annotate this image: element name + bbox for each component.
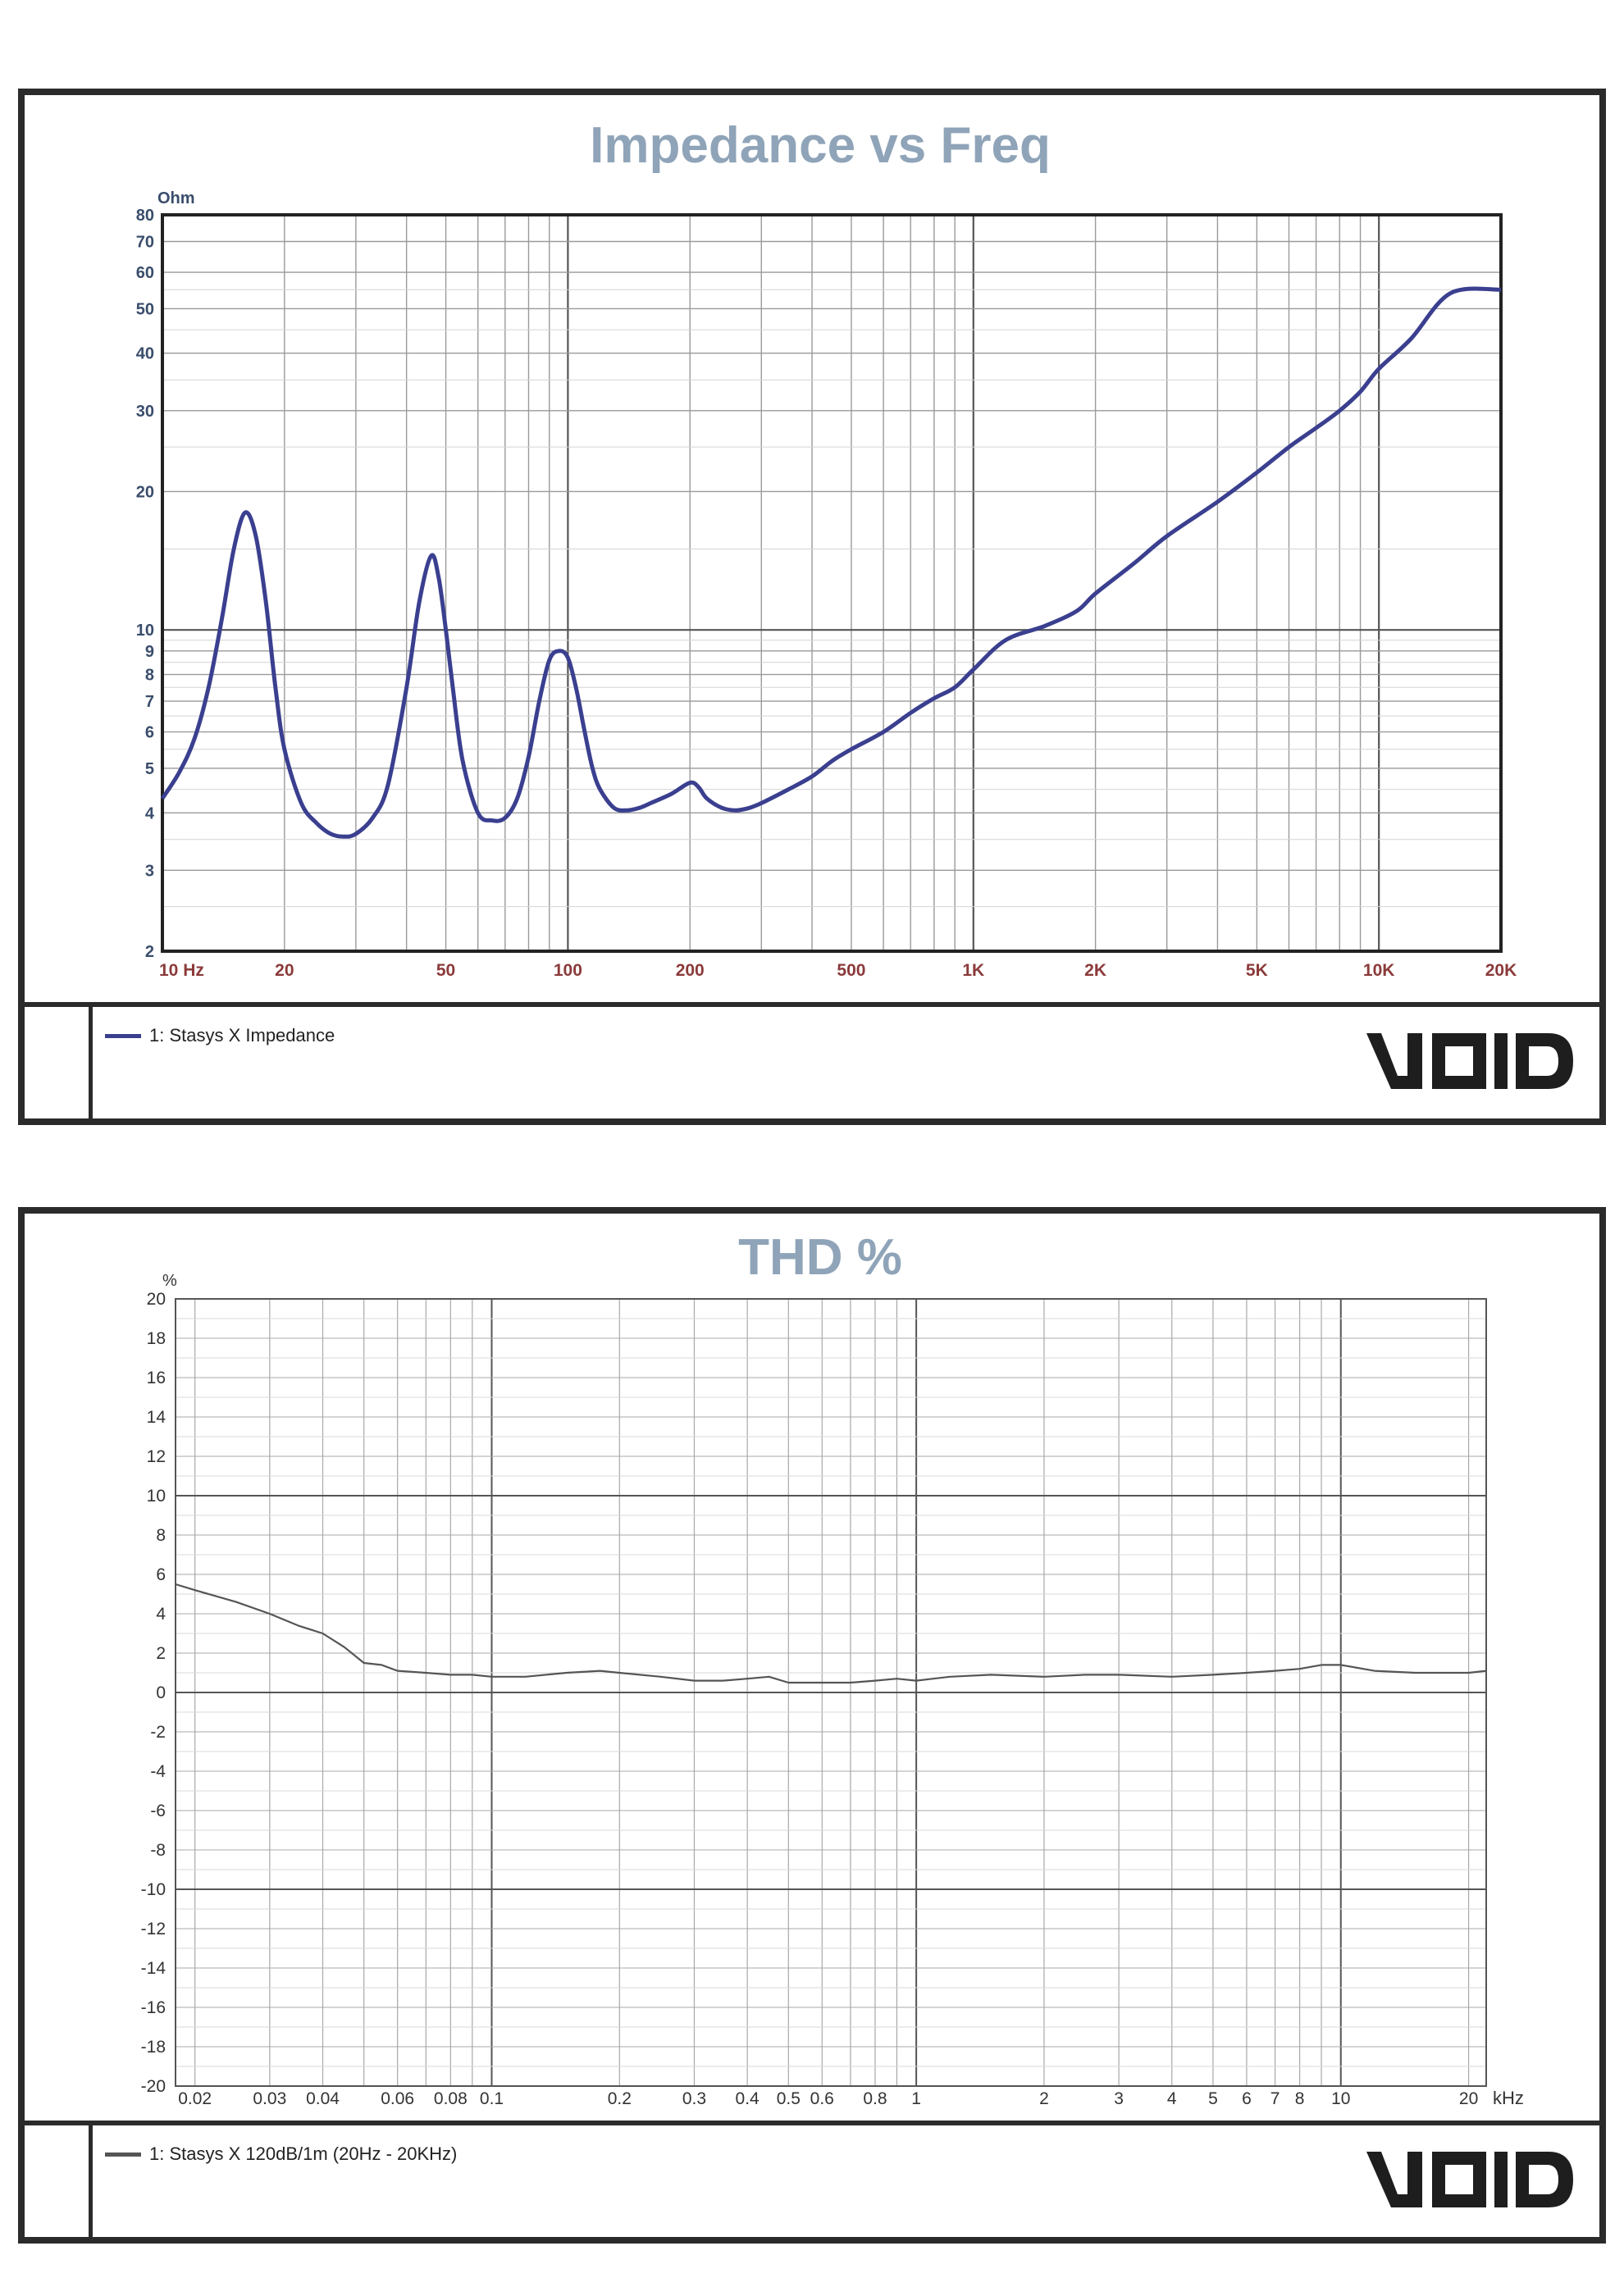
- x-tick-label: 10: [1331, 2089, 1350, 2108]
- y-tick-label: -14: [141, 1959, 167, 1978]
- grid: [161, 213, 1503, 953]
- x-tick-label: 1: [911, 2089, 921, 2108]
- legend-empty-cell: [25, 2125, 93, 2237]
- y-axis-unit-label: %: [162, 1272, 177, 1290]
- y-tick-label: 9: [145, 643, 154, 661]
- x-tick-label: 5K: [1246, 961, 1268, 980]
- y-tick-label: -10: [141, 1880, 166, 1899]
- y-tick-label: 2: [156, 1644, 166, 1663]
- legend-label: 1: Stasys X Impedance: [149, 1025, 335, 1046]
- x-tick-label: 0.02: [178, 2089, 212, 2108]
- y-tick-label: -8: [150, 1841, 166, 1860]
- x-tick-label: 0.3: [682, 2089, 706, 2108]
- y-tick-label: -6: [150, 1802, 166, 1820]
- x-tick-label: 1K: [962, 961, 984, 980]
- y-tick-label: 6: [156, 1565, 166, 1584]
- y-tick-label: -18: [141, 2038, 166, 2057]
- x-tick-label: 3: [1114, 2089, 1124, 2108]
- y-tick-label: -2: [150, 1723, 166, 1742]
- y-tick-label: 4: [145, 804, 155, 822]
- legend-entry: 1: Stasys X 120dB/1m (20Hz - 20KHz): [105, 2143, 457, 2165]
- x-tick-label: 100: [554, 961, 582, 980]
- thd-series-line: [175, 1583, 1487, 1684]
- y-tick-label: 2: [145, 943, 154, 961]
- x-tick-label: 20K: [1485, 961, 1517, 980]
- x-tick-label: 4: [1167, 2089, 1177, 2108]
- y-tick-label: 8: [145, 667, 154, 685]
- x-tick-label: 200: [676, 961, 705, 980]
- y-tick-label: 16: [147, 1369, 166, 1387]
- grid: [175, 1298, 1487, 2087]
- x-tick-label: 0.5: [777, 2089, 801, 2108]
- y-tick-label: 80: [136, 207, 154, 225]
- x-tick-label: 2: [1039, 2089, 1049, 2108]
- y-tick-label: -4: [150, 1762, 166, 1781]
- x-tick-label: 0.03: [253, 2089, 286, 2108]
- y-tick-label: 4: [156, 1605, 166, 1624]
- y-tick-label: 0: [156, 1683, 166, 1702]
- x-tick-label: 50: [436, 961, 455, 980]
- x-tick-label: 10K: [1363, 961, 1395, 980]
- chart-title: THD %: [738, 1229, 902, 1286]
- impedance-chart: Impedance vs Freq Ohm 2 3 4 5 6 7 8 9 10 20 30 40 50…: [136, 117, 1517, 980]
- y-tick-label: 50: [136, 300, 154, 318]
- y-tick-label: -12: [141, 1920, 166, 1938]
- y-tick-label: 20: [147, 1290, 166, 1309]
- x-axis-unit-label: kHz: [1493, 2088, 1524, 2108]
- plot-frame: [175, 1298, 1487, 2087]
- x-tick-label: 0.04: [306, 2089, 340, 2108]
- y-tick-label: 30: [136, 403, 154, 421]
- x-tick-label: 0.8: [863, 2089, 887, 2108]
- y-tick-label: 5: [145, 760, 154, 778]
- legend-swatch: [105, 1033, 141, 1038]
- impedance-series-line: [160, 286, 1502, 839]
- x-tick-label: 7: [1270, 2089, 1280, 2108]
- legend-label: 1: Stasys X 120dB/1m (20Hz - 20KHz): [149, 2143, 458, 2164]
- x-tick-label: 500: [837, 961, 865, 980]
- legend-entry: 1: Stasys X Impedance: [105, 1025, 335, 1046]
- y-tick-label: 60: [136, 264, 154, 282]
- x-tick-label: 8: [1295, 2089, 1305, 2108]
- y-tick-label: 70: [136, 234, 154, 252]
- chart-title: Impedance vs Freq: [590, 117, 1051, 174]
- void-logo: [1366, 1033, 1573, 1089]
- y-tick-label: -16: [141, 1998, 166, 2017]
- x-tick-label: 5: [1208, 2089, 1218, 2108]
- x-tick-label: 6: [1242, 2089, 1252, 2108]
- thd-chart-panel: THD % % kHz -20 -18 -16 -14 -12 -10 -8 -6 -4 -2 0 2…: [18, 1207, 1606, 2244]
- y-tick-label: 3: [145, 862, 154, 880]
- y-tick-label: 10: [147, 1487, 166, 1506]
- y-tick-label: 18: [147, 1329, 166, 1348]
- y-tick-label: 7: [145, 693, 154, 711]
- tick-labels: 2 3 4 5 6 7 8 9 10 20 30 40 50 60 70 80 10 Hz 20 50 100 200 5…: [136, 207, 1517, 980]
- y-tick-label: 14: [147, 1408, 167, 1427]
- y-tick-label: -20: [141, 2077, 166, 2096]
- x-tick-label: 0.2: [608, 2089, 632, 2108]
- x-tick-label: 0.06: [381, 2089, 414, 2108]
- y-tick-label: 8: [156, 1526, 166, 1545]
- x-tick-label: 0.1: [480, 2089, 504, 2108]
- x-tick-label: 20: [1459, 2089, 1478, 2108]
- x-tick-label: 0.08: [434, 2089, 468, 2108]
- impedance-chart-panel: Impedance vs Freq Ohm 2 3 4 5 6 7 8 9 10 20 30 40 50…: [18, 89, 1606, 1125]
- void-logo: [1366, 2152, 1573, 2207]
- x-tick-label: 0.4: [736, 2089, 760, 2108]
- x-tick-label: 10 Hz: [159, 961, 204, 980]
- legend-empty-cell: [25, 1007, 93, 1118]
- y-tick-label: 12: [147, 1447, 166, 1466]
- legend-swatch: [105, 2152, 141, 2157]
- y-tick-label: 6: [145, 724, 154, 742]
- y-axis-unit-label: Ohm: [157, 189, 195, 207]
- x-tick-label: 2K: [1084, 961, 1106, 980]
- y-tick-label: 10: [136, 622, 154, 640]
- legend-bar: 1: Stasys X 120dB/1m (20Hz - 20KHz): [25, 2121, 1599, 2237]
- y-tick-label: 20: [136, 483, 154, 501]
- y-tick-label: 40: [136, 345, 154, 363]
- tick-labels: -20-18-16-14-12-10-8-6-4-202468101214161…: [141, 1290, 1479, 2108]
- plot-frame: [161, 213, 1503, 953]
- legend-bar: 1: Stasys X Impedance: [25, 1002, 1599, 1118]
- x-tick-label: 0.6: [810, 2089, 834, 2108]
- thd-chart: THD % % kHz -20-18-16-14-12-10-8-6-4-202…: [141, 1229, 1524, 2108]
- x-tick-label: 20: [275, 961, 294, 980]
